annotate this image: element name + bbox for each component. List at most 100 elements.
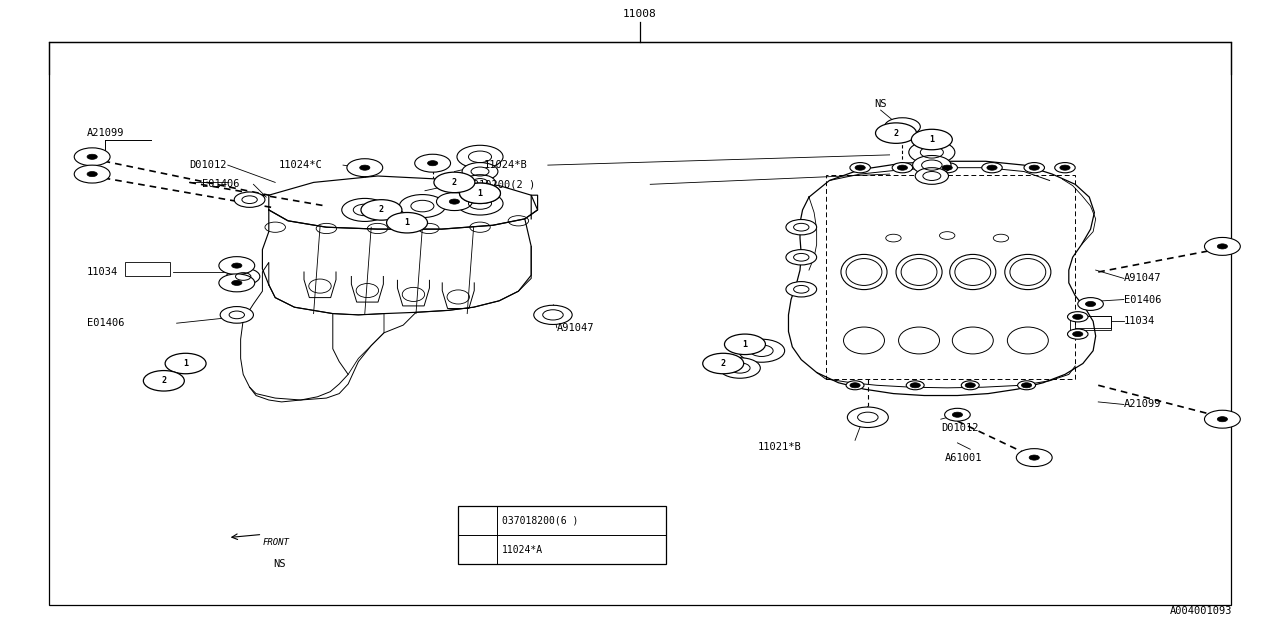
Text: 11024*B: 11024*B xyxy=(484,160,527,170)
Circle shape xyxy=(855,165,865,170)
Circle shape xyxy=(232,263,242,268)
Circle shape xyxy=(987,165,997,170)
Circle shape xyxy=(1055,163,1075,173)
Text: 11034: 11034 xyxy=(1124,316,1155,326)
Circle shape xyxy=(846,381,864,390)
Circle shape xyxy=(465,175,495,190)
Circle shape xyxy=(219,257,255,275)
Circle shape xyxy=(739,339,785,362)
Text: 2: 2 xyxy=(161,376,166,385)
Circle shape xyxy=(449,199,460,204)
Circle shape xyxy=(1016,449,1052,467)
Circle shape xyxy=(915,168,948,184)
Circle shape xyxy=(1073,332,1083,337)
Circle shape xyxy=(1060,165,1070,170)
Circle shape xyxy=(361,200,402,220)
Circle shape xyxy=(387,212,428,233)
Circle shape xyxy=(945,408,970,421)
Text: A21099: A21099 xyxy=(87,128,124,138)
Text: D01012: D01012 xyxy=(189,160,227,170)
Circle shape xyxy=(360,165,370,170)
Circle shape xyxy=(1217,417,1228,422)
Circle shape xyxy=(850,383,860,388)
Circle shape xyxy=(87,172,97,177)
Text: 11034: 11034 xyxy=(87,267,118,277)
Circle shape xyxy=(1068,312,1088,322)
Circle shape xyxy=(460,183,500,204)
Text: 11021*B: 11021*B xyxy=(758,442,801,452)
Circle shape xyxy=(1085,301,1096,307)
Circle shape xyxy=(703,353,744,374)
Circle shape xyxy=(534,305,572,324)
Text: 1: 1 xyxy=(477,189,483,198)
Text: FRONT: FRONT xyxy=(262,538,289,547)
Circle shape xyxy=(850,163,870,173)
Circle shape xyxy=(937,163,957,173)
Bar xyxy=(1070,316,1111,330)
Text: 1: 1 xyxy=(183,359,188,368)
Text: 1: 1 xyxy=(929,135,934,144)
Circle shape xyxy=(952,412,963,417)
Circle shape xyxy=(462,163,498,180)
Circle shape xyxy=(415,154,451,172)
Circle shape xyxy=(434,172,475,193)
Circle shape xyxy=(1217,244,1228,249)
Circle shape xyxy=(1029,455,1039,460)
Text: 1: 1 xyxy=(475,516,480,525)
Circle shape xyxy=(911,129,952,150)
Circle shape xyxy=(884,118,920,136)
Circle shape xyxy=(1078,298,1103,310)
Bar xyxy=(125,262,170,276)
Circle shape xyxy=(234,192,265,207)
Circle shape xyxy=(74,165,110,183)
Circle shape xyxy=(232,280,242,285)
Circle shape xyxy=(982,163,1002,173)
Circle shape xyxy=(786,220,817,235)
Text: A21099: A21099 xyxy=(1124,399,1161,410)
Text: 2: 2 xyxy=(475,545,480,554)
Text: 1: 1 xyxy=(404,218,410,227)
Circle shape xyxy=(897,165,908,170)
Circle shape xyxy=(906,381,924,390)
Text: 1: 1 xyxy=(742,340,748,349)
Text: 037018200(6 ): 037018200(6 ) xyxy=(502,515,579,525)
Text: A61001: A61001 xyxy=(945,452,982,463)
Circle shape xyxy=(462,513,493,528)
Circle shape xyxy=(165,353,206,374)
Circle shape xyxy=(786,250,817,265)
Text: 2: 2 xyxy=(721,359,726,368)
Bar xyxy=(458,506,666,564)
Text: NS: NS xyxy=(273,559,285,570)
Circle shape xyxy=(1029,165,1039,170)
Circle shape xyxy=(460,183,500,204)
Text: D01012: D01012 xyxy=(941,422,978,433)
Text: 11008: 11008 xyxy=(623,9,657,19)
Circle shape xyxy=(876,123,916,143)
Circle shape xyxy=(219,274,255,292)
Text: NS: NS xyxy=(874,99,887,109)
Circle shape xyxy=(347,159,383,177)
Circle shape xyxy=(786,282,817,297)
Text: E01406: E01406 xyxy=(87,318,124,328)
Text: 11024*C: 11024*C xyxy=(279,160,323,170)
Circle shape xyxy=(1018,381,1036,390)
Circle shape xyxy=(457,145,503,168)
Circle shape xyxy=(724,334,765,355)
Text: E01406: E01406 xyxy=(202,179,239,189)
Circle shape xyxy=(143,371,184,391)
Bar xyxy=(826,175,1075,379)
Circle shape xyxy=(457,192,503,215)
Circle shape xyxy=(965,383,975,388)
Circle shape xyxy=(1204,410,1240,428)
Circle shape xyxy=(892,163,913,173)
Bar xyxy=(49,42,1231,605)
Circle shape xyxy=(462,542,493,557)
Circle shape xyxy=(1024,163,1044,173)
Circle shape xyxy=(74,148,110,166)
Text: 11024*A: 11024*A xyxy=(502,545,543,555)
Circle shape xyxy=(428,161,438,166)
Circle shape xyxy=(1068,329,1088,339)
Circle shape xyxy=(220,307,253,323)
Text: A004001093: A004001093 xyxy=(1170,605,1233,616)
Text: 2: 2 xyxy=(379,205,384,214)
